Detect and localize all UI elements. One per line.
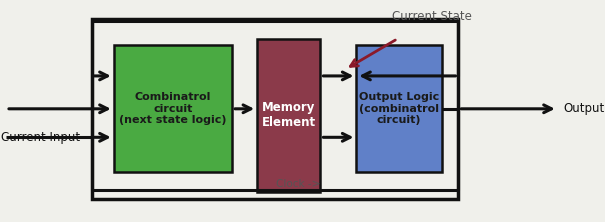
Text: Clock ->: Clock -> bbox=[276, 179, 321, 189]
Bar bbox=[91, 19, 459, 199]
Bar bbox=[356, 45, 442, 172]
Text: Current Input: Current Input bbox=[1, 131, 80, 144]
Text: Combinatrol
circuit
(next state logic): Combinatrol circuit (next state logic) bbox=[119, 92, 227, 125]
Text: Output Logic
(combinatrol
circuit): Output Logic (combinatrol circuit) bbox=[359, 92, 439, 125]
Text: Current State: Current State bbox=[392, 10, 472, 23]
Text: Memory
Element: Memory Element bbox=[262, 101, 316, 129]
Text: Output: Output bbox=[563, 102, 604, 115]
Bar bbox=[257, 39, 321, 192]
Bar bbox=[114, 45, 232, 172]
